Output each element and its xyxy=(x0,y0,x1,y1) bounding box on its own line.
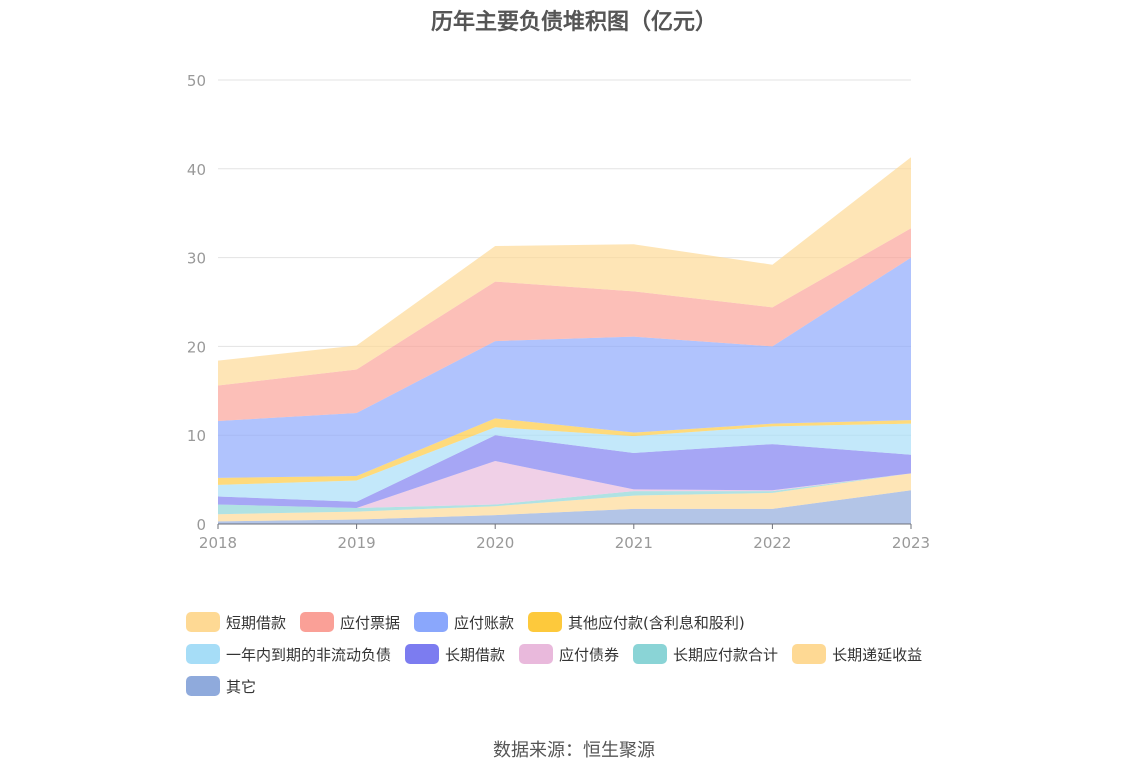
area-series-7 xyxy=(218,257,911,478)
y-tick-label: 0 xyxy=(196,516,206,534)
legend-item[interactable]: 应付债券 xyxy=(519,644,619,665)
legend-swatch xyxy=(519,644,554,664)
y-tick-label: 50 xyxy=(187,72,206,90)
stacked-area-chart: 0 10 20 30 40 50 2018 2019 2020 2021 2022 2023 xyxy=(187,72,930,552)
legend-item[interactable]: 其它 xyxy=(186,676,256,697)
legend-swatch xyxy=(186,612,220,632)
y-tick-label: 10 xyxy=(187,427,206,445)
legend-item[interactable]: 其他应付款(含利息和股利) xyxy=(528,612,745,633)
legend-label: 应付票据 xyxy=(340,613,401,632)
data-source: 数据来源：恒生聚源 xyxy=(493,740,655,761)
y-tick-label: 20 xyxy=(187,338,206,356)
legend-swatch xyxy=(414,612,449,632)
legend-item[interactable]: 长期递延收益 xyxy=(792,644,922,665)
legend-label: 短期借款 xyxy=(226,613,287,632)
area-series-0 xyxy=(218,490,911,524)
area-series-8 xyxy=(218,228,911,421)
y-tick-label: 30 xyxy=(187,250,206,268)
legend-item[interactable]: 长期借款 xyxy=(405,644,505,665)
legend-label: 长期应付款合计 xyxy=(673,645,779,664)
legend-swatch xyxy=(300,612,335,632)
area-series-9 xyxy=(218,157,911,386)
x-tick-label: 2018 xyxy=(199,534,237,552)
legend-swatch xyxy=(186,676,220,696)
x-tick-label: 2019 xyxy=(338,534,376,552)
legend-row: 短期借款 应付票据 应付账款 其他应付款(含利息和股利) xyxy=(186,606,1006,638)
legend-item[interactable]: 短期借款 xyxy=(186,612,286,633)
area-series-6 xyxy=(218,418,911,485)
legend-row: 一年内到期的非流动负债 长期借款 应付债券 长期应付款合计 长期递延收益 xyxy=(186,638,1006,670)
legend-label: 长期借款 xyxy=(445,645,506,664)
legend-swatch xyxy=(405,644,440,664)
legend-item[interactable]: 应付票据 xyxy=(300,612,400,633)
y-tick-label: 40 xyxy=(187,161,206,179)
legend-item[interactable]: 一年内到期的非流动负债 xyxy=(186,644,391,665)
legend-label: 其他应付款(含利息和股利) xyxy=(568,613,745,632)
area-series-1 xyxy=(218,473,911,522)
legend-item[interactable]: 长期应付款合计 xyxy=(633,644,778,665)
area-series-2 xyxy=(218,473,911,515)
legend-item[interactable]: 应付账款 xyxy=(414,612,514,633)
legend-row: 其它 xyxy=(186,670,1006,702)
x-tick-label: 2022 xyxy=(753,534,791,552)
legend-swatch xyxy=(792,644,827,664)
x-tick-label: 2021 xyxy=(615,534,653,552)
legend-swatch xyxy=(633,644,668,664)
x-tick-label: 2023 xyxy=(892,534,930,552)
chart-title: 历年主要负债堆积图（亿元） xyxy=(430,10,717,35)
legend-label: 其它 xyxy=(226,677,257,696)
chart-legend: 短期借款 应付票据 应付账款 其他应付款(含利息和股利) 一年内到期的非流动负债 长期借款… xyxy=(186,606,1006,702)
legend-swatch xyxy=(528,612,563,632)
area-series-3 xyxy=(218,460,911,509)
legend-swatch xyxy=(186,644,220,664)
legend-label: 长期递延收益 xyxy=(832,645,923,664)
legend-label: 应付账款 xyxy=(454,613,515,632)
x-tick-label: 2020 xyxy=(476,534,514,552)
legend-label: 一年内到期的非流动负债 xyxy=(226,645,392,664)
legend-label: 应付债券 xyxy=(559,645,620,664)
area-series-5 xyxy=(218,423,911,502)
area-series-4 xyxy=(218,435,911,509)
